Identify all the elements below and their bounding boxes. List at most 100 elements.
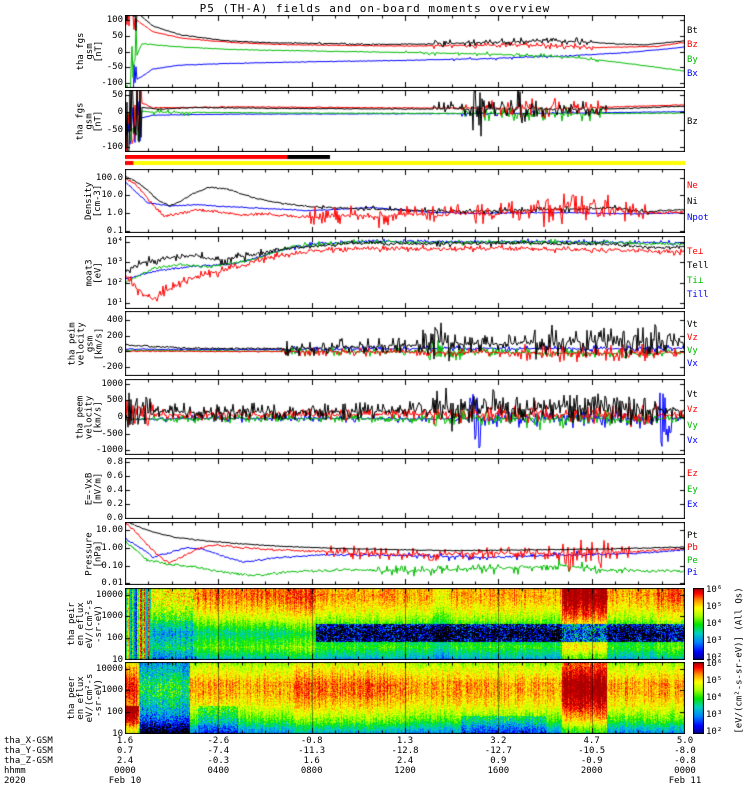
colorbar-tick-spec_electron-4: 10²: [706, 727, 723, 737]
xaxis-value-3-2: 0800: [300, 766, 323, 776]
xaxis-value-3-0: 0000: [114, 766, 136, 776]
xaxis-value-2-6: -0.8: [674, 756, 696, 766]
xaxis-value-1-0: 0.7: [116, 746, 134, 756]
legend-temperature-Te⊥: Te⊥: [687, 246, 704, 257]
ytick-bfield1-2: 0: [117, 46, 123, 57]
ytick-pressure-3: 0.01: [101, 578, 123, 589]
page-title: P5 (TH-A) fields and on-board moments ov…: [199, 2, 551, 15]
ytick-pressure-1: 1.00: [101, 543, 123, 554]
ytick-velocity_e-2: 0: [117, 412, 123, 422]
legend-temperature-Till: Till: [687, 290, 709, 301]
colorbar-spec_ion: [693, 588, 704, 660]
xaxis-value-0-0: 1.6: [116, 736, 134, 746]
ytick-spec_electron-2: 100: [106, 707, 123, 718]
xaxis-value-1-3: -12.8: [391, 746, 419, 756]
legend-velocity_i-Vt: Vt: [687, 320, 698, 330]
xaxis-value-3-5: 2000: [580, 766, 603, 776]
legend-efield-Ey: Ey: [687, 484, 698, 495]
ytick-bfield2-0: 50: [112, 90, 123, 101]
panel-bfield1-canvas: [125, 15, 685, 88]
xaxis-value-4-6: Feb 11: [668, 776, 702, 786]
panel-temperature-canvas: [125, 236, 685, 309]
legend-bfield1-By: By: [687, 54, 698, 65]
ytick-bfield1-4: -100: [101, 78, 123, 89]
ytick-efield-4: 0.0: [106, 512, 123, 523]
panel-pressure-canvas: [125, 522, 685, 585]
ytick-pressure-0: 10.00: [95, 525, 123, 536]
xaxis-value-0-3: 1.3: [396, 736, 414, 746]
ytick-bfield2-1: 0: [117, 107, 123, 118]
legend-velocity_i-Vy: Vy: [687, 346, 698, 356]
ytick-efield-3: 0.2: [106, 498, 123, 509]
xaxis-value-1-4: -12.7: [484, 746, 512, 756]
ytick-density-3: 0.1: [106, 226, 123, 237]
ytick-bfield2-3: -100: [101, 141, 123, 152]
xaxis-value-2-1: -0.3: [207, 756, 230, 766]
ytick-temperature-0: 10⁴: [106, 237, 123, 248]
ytick-velocity_i-3: -200: [101, 361, 123, 372]
colorbar-tick-spec_electron-0: 10⁶: [706, 659, 723, 669]
ytick-efield-1: 0.6: [106, 471, 123, 482]
colorbar-unit-label: [eV/(cm²-s-sr-eV)] (All Qs): [734, 587, 745, 734]
ytick-bfield2-2: -50: [106, 124, 123, 135]
xaxis-value-3-4: 1600: [487, 766, 510, 776]
xaxis-value-0-1: -2.6: [207, 736, 230, 746]
legend-bfield1-Bz: Bz: [687, 40, 698, 51]
xaxis-value-1-5: -10.5: [578, 746, 606, 756]
legend-pressure-Pi: Pi: [687, 568, 698, 579]
ytick-pressure-2: 0.10: [101, 560, 123, 571]
legend-velocity_e-Vx: Vx: [687, 435, 698, 446]
colorbar-tick-spec_ion-2: 10⁴: [706, 619, 723, 629]
xaxis-row-label-4: 2020: [4, 776, 26, 786]
xaxis-value-0-4: 3.2: [490, 736, 507, 746]
legend-velocity_e-Vz: Vz: [687, 405, 698, 416]
panel-velocity_e-canvas: [125, 379, 685, 455]
ytick-bfield1-1: 50: [112, 30, 123, 41]
ytick-spec_electron-1: 1000: [101, 685, 123, 696]
xaxis-row-label-0: tha_X-GSM: [4, 736, 53, 746]
legend-bfield2-Bz: Bz: [687, 117, 698, 127]
xaxis-value-0-5: 4.7: [583, 736, 600, 746]
panel-spec_ion-canvas: [125, 588, 685, 660]
legend-efield-Ez: Ez: [687, 469, 698, 480]
legend-bfield1-Bt: Bt: [687, 25, 698, 36]
colorbar-tick-spec_electron-2: 10⁴: [706, 693, 723, 703]
xaxis-value-2-0: 2.4: [116, 756, 134, 766]
ytick-spec_ion-2: 100: [106, 633, 123, 644]
legend-temperature-Ti⊥: Ti⊥: [687, 275, 704, 286]
ytick-bfield1-0: 100: [106, 14, 123, 25]
ytick-temperature-2: 10²: [106, 277, 123, 288]
ytick-temperature-1: 10³: [106, 257, 123, 268]
xaxis-value-3-1: 0400: [207, 766, 230, 776]
legend-velocity_e-Vy: Vy: [687, 420, 698, 431]
ytick-velocity_e-1: 500: [106, 395, 123, 406]
legend-density-Ni: Ni: [687, 197, 698, 207]
panel-bfield2-canvas: [125, 90, 685, 152]
legend-density-Ne: Ne: [687, 181, 698, 191]
panel-flags-canvas: [125, 155, 685, 166]
ytick-temperature-3: 10¹: [106, 297, 123, 308]
ytick-velocity_i-0: 400: [106, 315, 123, 326]
ytick-bfield1-3: -50: [106, 62, 123, 73]
colorbar-tick-spec_electron-3: 10³: [706, 710, 723, 720]
xaxis-value-2-3: 2.4: [396, 756, 414, 766]
xaxis-row-label-1: tha_Y-GSM: [4, 746, 53, 756]
ytick-density-1: 10.0: [101, 190, 123, 201]
ytick-density-2: 1.0: [106, 208, 123, 219]
legend-velocity_e-Vt: Vt: [687, 390, 698, 401]
panel-spec_electron-canvas: [125, 662, 685, 734]
xaxis-value-3-6: 0000: [674, 766, 696, 776]
legend-efield-Ex: Ex: [687, 499, 698, 510]
xaxis-value-2-4: 0.9: [490, 756, 507, 766]
ytick-efield-2: 0.4: [106, 484, 123, 495]
colorbar-spec_electron: [693, 662, 704, 734]
panel-efield-canvas: [125, 458, 685, 519]
ytick-efield-0: 0.8: [106, 457, 123, 468]
legend-velocity_i-Vz: Vz: [687, 333, 698, 343]
xaxis-value-4-0: Feb 10: [108, 776, 142, 786]
legend-pressure-Pe: Pe: [687, 555, 698, 566]
ytick-spec_ion-3: 10: [112, 655, 123, 665]
xaxis-row-label-3: hhmm: [4, 766, 26, 776]
colorbar-tick-spec_ion-3: 10³: [706, 636, 723, 646]
